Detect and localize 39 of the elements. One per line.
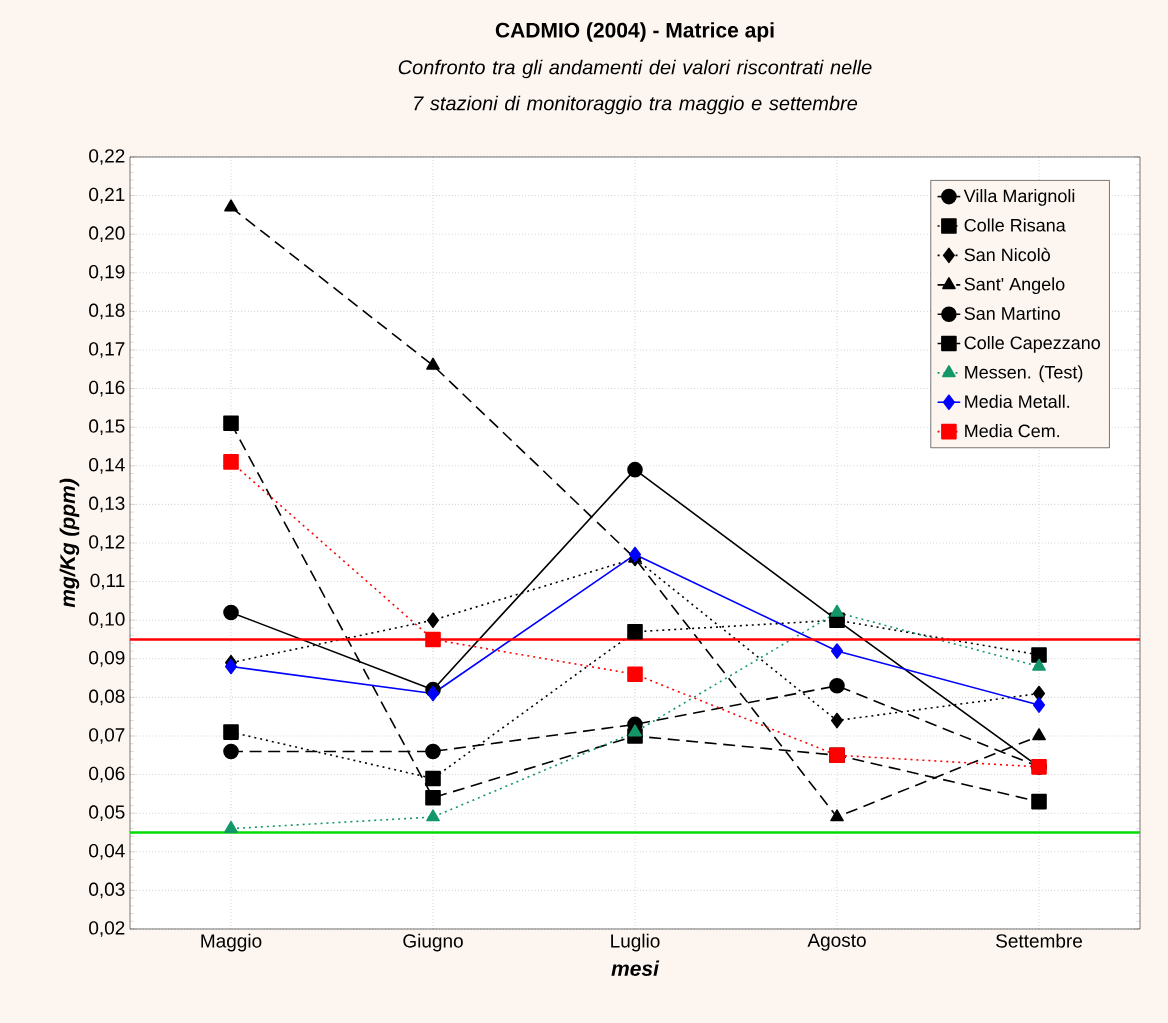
y-tick-label: 0,17 [89, 342, 125, 358]
legend-label: Sant' Angelo [964, 277, 1065, 295]
y-tick-label: 0,12 [89, 535, 125, 551]
legend-label: San Martino [964, 306, 1060, 320]
y-axis-title: mg/Kg (ppm) [59, 478, 80, 608]
y-tick-label: 0,11 [90, 573, 125, 590]
x-axis-title: mesi [611, 960, 660, 976]
legend-label: Media Cem. [965, 424, 1060, 438]
legend-label: San Nicolò [964, 247, 1050, 262]
chart-subtitle: Confronto tra gli andamenti dei valori riscontrati nelle 7 stazioni di monitoraggio tra maggio e settembre [398, 59, 872, 115]
legend-label: Colle Capezzano [964, 336, 1100, 353]
y-tick-label: 0,14 [89, 457, 125, 474]
legend-label: Colle Risana [964, 218, 1066, 232]
y-tick-label: 0,03 [89, 882, 125, 899]
y-tick-label: 0,05 [89, 805, 125, 822]
y-tick-label: 0,15 [89, 419, 125, 436]
legend-label: Media Metall. [965, 394, 1070, 408]
y-tick-label: 0,02 [89, 921, 125, 937]
y-tick-label: 0,19 [89, 264, 125, 281]
y-tick-label: 0,07 [89, 728, 125, 744]
y-tick-label: 0,10 [89, 612, 125, 629]
y-tick-label: 0,22 [89, 149, 125, 165]
legend-label: Messen. (Test) [965, 365, 1083, 383]
y-tick-label: 0,13 [89, 496, 125, 513]
chart-title: CADMIO (2004) - Matrice api [495, 22, 774, 42]
x-tick-label: Giugno [403, 933, 463, 952]
y-tick-label: 0,21 [89, 187, 125, 204]
x-tick-label: Maggio [201, 933, 262, 952]
y-tick-label: 0,06 [89, 766, 125, 783]
y-tick-label: 0,09 [89, 650, 125, 667]
legend-label: Villa Marignoli [963, 189, 1075, 206]
y-tick-label: 0,20 [89, 226, 125, 243]
x-tick-label: Settembre [996, 933, 1082, 948]
y-tick-label: 0,16 [89, 380, 125, 397]
y-tick-label: 0,08 [89, 689, 125, 706]
y-tick-label: 0,04 [89, 843, 125, 860]
x-tick-label: Luglio [611, 933, 660, 952]
y-tick-label: 0,18 [89, 303, 125, 320]
x-tick-label: Agosto [807, 933, 866, 951]
